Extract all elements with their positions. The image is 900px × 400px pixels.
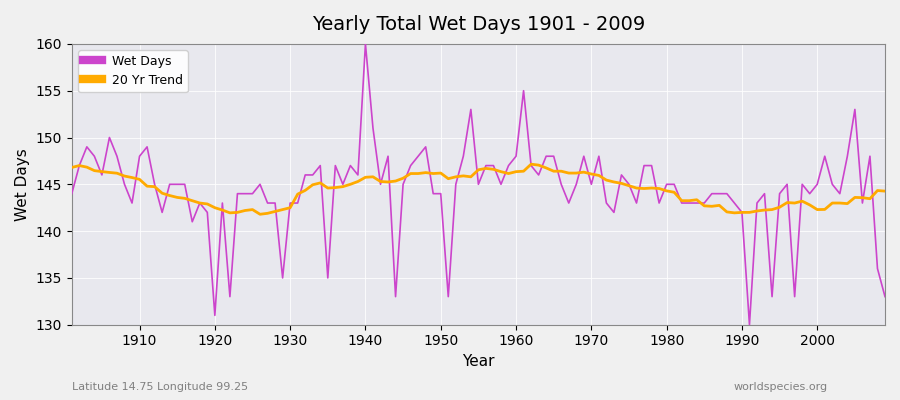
20 Yr Trend: [345, 182, 356, 187]
Wet Days: [67, 191, 77, 196]
Wet Days: [360, 42, 371, 46]
20 Yr Trend: [616, 181, 627, 186]
Text: Latitude 14.75 Longitude 99.25: Latitude 14.75 Longitude 99.25: [72, 382, 248, 392]
Line: Wet Days: Wet Days: [72, 44, 885, 325]
20 Yr Trend: [879, 189, 890, 194]
Wet Days: [338, 182, 348, 187]
Text: worldspecies.org: worldspecies.org: [734, 382, 828, 392]
20 Yr Trend: [510, 169, 521, 174]
Wet Days: [608, 210, 619, 215]
X-axis label: Year: Year: [462, 354, 495, 369]
Line: 20 Yr Trend: 20 Yr Trend: [72, 164, 885, 214]
20 Yr Trend: [127, 175, 138, 180]
Wet Days: [292, 201, 303, 206]
20 Yr Trend: [518, 169, 529, 174]
Wet Days: [518, 88, 529, 93]
Wet Days: [744, 322, 755, 327]
Y-axis label: Wet Days: Wet Days: [15, 148, 30, 221]
20 Yr Trend: [255, 212, 266, 217]
Legend: Wet Days, 20 Yr Trend: Wet Days, 20 Yr Trend: [78, 50, 188, 92]
20 Yr Trend: [300, 188, 310, 193]
20 Yr Trend: [67, 165, 77, 170]
Wet Days: [510, 154, 521, 159]
Wet Days: [127, 201, 138, 206]
Title: Yearly Total Wet Days 1901 - 2009: Yearly Total Wet Days 1901 - 2009: [311, 15, 645, 34]
Wet Days: [879, 294, 890, 299]
20 Yr Trend: [526, 162, 536, 166]
